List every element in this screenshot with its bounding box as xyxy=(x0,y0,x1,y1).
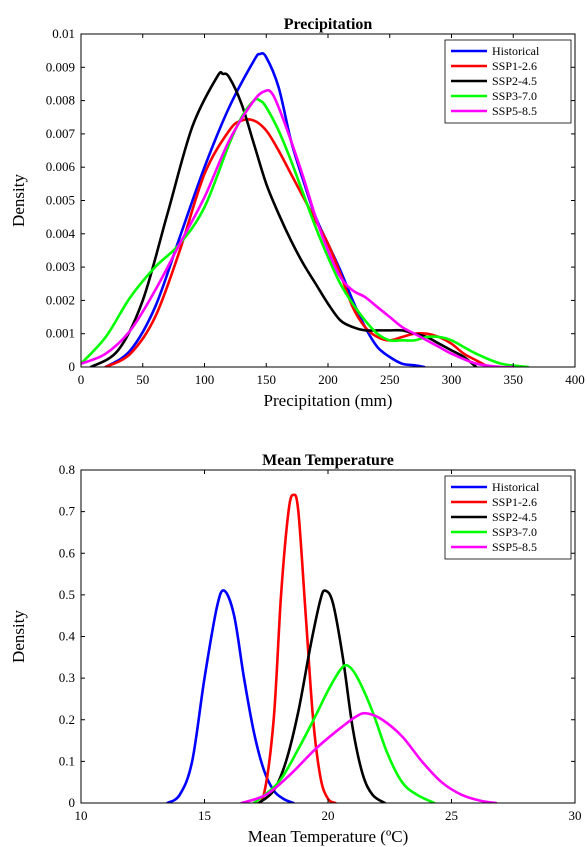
y-tick-label: 0.7 xyxy=(59,504,76,519)
series-line-ssp3-7-0 xyxy=(81,97,530,367)
y-tick-label: 0.4 xyxy=(59,629,76,644)
x-tick-label: 20 xyxy=(322,808,335,823)
x-tick-label: 0 xyxy=(78,372,85,387)
legend-entry: Historical xyxy=(492,480,540,494)
y-tick-label: 0.1 xyxy=(59,753,75,768)
legend-entry: SSP1-2.6 xyxy=(492,495,537,509)
legend-entry: SSP5-8.5 xyxy=(492,104,537,118)
legend: HistoricalSSP1-2.6SSP2-4.5SSP3-7.0SSP5-8… xyxy=(444,475,572,560)
x-tick-label: 25 xyxy=(445,808,458,823)
series-line-ssp5-8-5 xyxy=(81,88,515,367)
y-tick-label: 0.005 xyxy=(46,193,75,208)
y-axis-label: Density xyxy=(9,610,28,663)
series-line-ssp3-7-0 xyxy=(252,663,436,803)
legend-entry: SSP3-7.0 xyxy=(492,89,537,103)
series-line-ssp1-2-6 xyxy=(252,493,337,803)
y-tick-label: 0.001 xyxy=(46,326,75,341)
y-tick-label: 0.004 xyxy=(46,226,76,241)
y-tick-label: 0 xyxy=(69,359,76,374)
x-tick-label: 50 xyxy=(136,372,149,387)
x-tick-label: 10 xyxy=(75,808,88,823)
y-tick-label: 0.002 xyxy=(46,292,75,307)
legend: HistoricalSSP1-2.6SSP2-4.5SSP3-7.0SSP5-8… xyxy=(444,39,572,124)
x-tick-label: 30 xyxy=(569,808,582,823)
legend-entry: SSP3-7.0 xyxy=(492,525,537,539)
x-tick-label: 200 xyxy=(318,372,338,387)
y-tick-label: 0.8 xyxy=(59,462,75,477)
y-tick-label: 0.007 xyxy=(46,126,76,141)
x-tick-label: 400 xyxy=(565,372,585,387)
y-tick-label: 0.6 xyxy=(59,545,76,560)
y-tick-label: 0.009 xyxy=(46,59,75,74)
series-line-ssp5-8-5 xyxy=(240,711,498,803)
x-axis-label: Precipitation (mm) xyxy=(264,391,393,410)
y-tick-label: 0.5 xyxy=(59,587,75,602)
y-tick-label: 0.3 xyxy=(59,670,75,685)
y-tick-label: 0.2 xyxy=(59,712,75,727)
legend-entry: SSP2-4.5 xyxy=(492,74,537,88)
y-tick-label: 0.01 xyxy=(52,26,75,41)
x-tick-label: 350 xyxy=(504,372,524,387)
mean-temperature-chart: 10 15 20 25 30 0 0.1 0.2 0.3 0.4 0.5 0.6 0.7 0.8 Mean … xyxy=(9,452,582,846)
y-tick-label: 0.006 xyxy=(46,159,76,174)
y-tick-label: 0.003 xyxy=(46,259,75,274)
x-tick-label: 300 xyxy=(442,372,462,387)
x-tick-label: 15 xyxy=(198,808,211,823)
y-tick-label: 0 xyxy=(69,795,76,810)
precipitation-chart: 0 50 100 150 200 250 300 350 400 0 0.001 0.002 0.003… xyxy=(9,16,585,410)
chart-title: Precipitation xyxy=(284,16,373,33)
x-tick-label: 250 xyxy=(380,372,400,387)
series-line-ssp2-4-5 xyxy=(257,589,387,803)
legend-entry: SSP5-8.5 xyxy=(492,540,537,554)
legend-entry: SSP1-2.6 xyxy=(492,59,537,73)
x-tick-label: 100 xyxy=(195,372,215,387)
legend-entry: Historical xyxy=(492,44,540,58)
x-tick-label: 150 xyxy=(257,372,277,387)
series-line-ssp2-4-5 xyxy=(89,70,478,367)
legend-entry: SSP2-4.5 xyxy=(492,510,537,524)
x-axis-label: Mean Temperature (ºC) xyxy=(248,827,408,846)
chart-title: Mean Temperature xyxy=(262,452,394,469)
y-axis-label: Density xyxy=(9,174,28,227)
y-tick-label: 0.008 xyxy=(46,93,75,108)
